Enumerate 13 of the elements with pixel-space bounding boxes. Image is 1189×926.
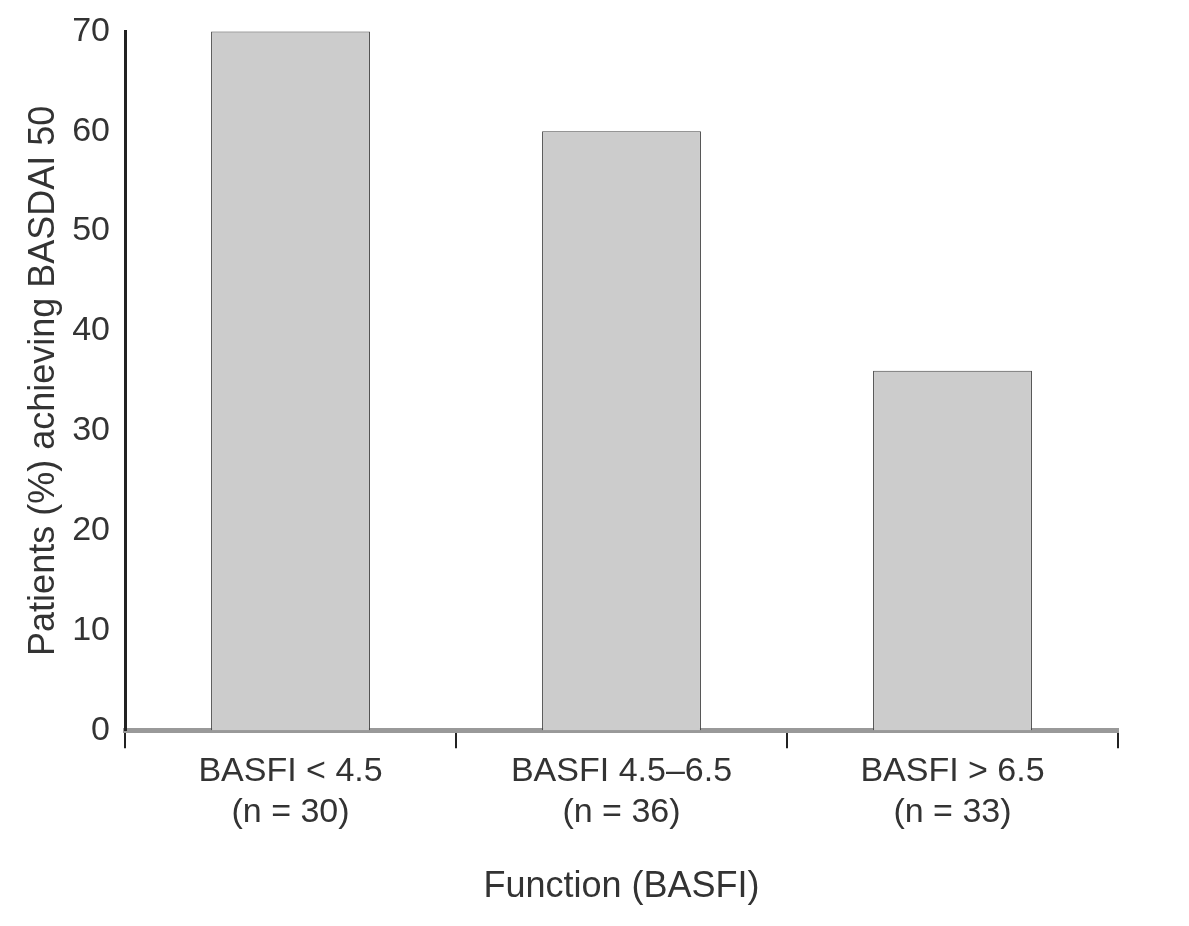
y-tick-label: 60 [72,109,111,148]
y-tick-label: 30 [72,409,111,448]
x-axis-title: Function (BASFI) [483,864,760,906]
y-tick-label: 0 [91,708,111,747]
x-tick-label: BASFI 4.5–6.5 (n = 36) [510,749,733,829]
x-tick-label: BASFI > 6.5 (n = 33) [860,749,1045,829]
x-tick-label: BASFI < 4.5 (n = 30) [198,749,383,829]
y-tick-label: 10 [72,608,111,647]
y-tick-label: 20 [72,508,111,547]
y-tick-label: 40 [72,309,111,348]
y-tick-label: 70 [72,9,111,48]
y-tick-label: 50 [72,209,111,248]
y-axis-title: Patients (%) achieving BASDAI 50 [20,105,62,656]
